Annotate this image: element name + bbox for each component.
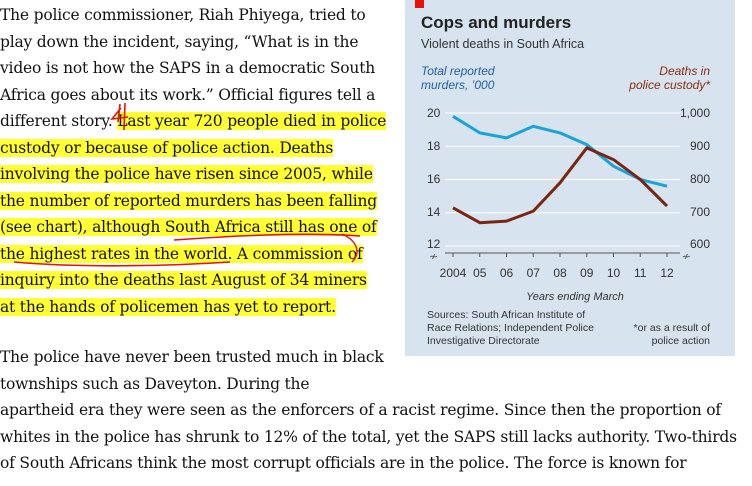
text-line: The police commissioner, Riah Phiyega, t…	[0, 6, 366, 24]
line-plot: 2004 05 06 07 08 09 10 11 12	[440, 112, 680, 280]
text-line: custody or because of police action. Dea…	[0, 135, 400, 162]
text-line: at the hands of policemen has yet to rep…	[0, 294, 400, 321]
text-line: inquiry into the deaths last August of 3…	[0, 267, 400, 294]
text-line: of South Africans think the most corrupt…	[0, 454, 687, 472]
highlighted-text: Last year 720 people died in police	[117, 112, 387, 130]
x-tick-label: 2004	[440, 266, 467, 280]
highlighted-text: (see chart), although South Africa still…	[0, 218, 377, 236]
highlighted-text: involving the police have risen since 20…	[0, 165, 373, 183]
footnote-line: *or as a result of	[633, 322, 710, 334]
text-line: video is not how the SAPS in a democrati…	[0, 59, 376, 77]
text-line: (see chart), although South Africa still…	[0, 214, 400, 241]
x-tick-label: 10	[607, 266, 621, 280]
x-tick-label: 09	[580, 266, 594, 280]
highlighted-text: inquiry into the deaths last August of 3…	[0, 271, 367, 289]
source-line: Race Relations; Independent Police	[427, 322, 594, 334]
text-line: different story. Last year 720 people di…	[0, 108, 400, 135]
x-tick-label: 06	[500, 266, 514, 280]
axis-label-line: police custody*	[629, 78, 710, 92]
chart-footnote: *or as a result of police action	[634, 322, 710, 348]
text-line: Africa goes about its work.” Official fi…	[0, 85, 376, 104]
left-tick-label: 12	[427, 237, 441, 251]
axis-break-mark: ≁	[681, 251, 691, 263]
highlighted-text: custody or because of police action. Dea…	[0, 138, 334, 157]
right-tick-label: 700	[689, 205, 710, 219]
axis-break-mark: ≁	[429, 251, 439, 263]
left-axis-label: Total reported murders, ’000	[421, 64, 495, 92]
text-segment: different story.	[0, 112, 118, 130]
custody-deaths-series-line	[452, 146, 669, 225]
right-axis-label: Deaths in police custody*	[629, 64, 710, 92]
chart-title: Cops and murders	[421, 13, 572, 32]
text-line: whites in the police has shrunk to 12% o…	[0, 427, 737, 446]
text-line: involving the police have risen since 20…	[0, 161, 400, 188]
x-tick-label: 11	[634, 266, 647, 280]
right-tick-label: 900	[689, 139, 710, 153]
axis-label-line: murders, ’000	[421, 78, 495, 92]
left-tick-label: 16	[427, 172, 441, 186]
source-line: Sources: South African Institute of	[427, 309, 586, 321]
article-paragraph-1: The police commissioner, Riah Phiyega, t…	[0, 2, 400, 320]
footnote-line: police action	[651, 335, 710, 347]
x-tick-label: 12	[660, 266, 674, 280]
text-line: townships such as Daveyton. During the	[0, 374, 310, 393]
text-line: the number of reported murders has been …	[0, 188, 400, 215]
chart-source: Sources: South African Institute of Race…	[427, 309, 594, 348]
x-tick-label: 07	[527, 266, 541, 280]
axis-label-line: Total reported	[421, 64, 495, 78]
highlighted-text: at the hands of policemen has yet to rep…	[0, 297, 336, 316]
highlighted-text: the number of reported murders has been …	[0, 191, 378, 210]
left-tick-label: 18	[427, 139, 441, 153]
chart-subtitle: Violent deaths in South Africa	[421, 37, 585, 51]
x-tick-label: 05	[473, 266, 487, 280]
x-tick-label: 08	[553, 266, 567, 280]
article-paragraph-2: The police have never been trusted much …	[0, 344, 752, 477]
left-tick-label: 20	[427, 106, 441, 120]
brand-tag	[415, 0, 424, 8]
text-line: the highest rates in the world. A commis…	[0, 241, 400, 268]
highlighted-text: A commission of	[232, 244, 363, 263]
right-tick-label: 800	[689, 172, 710, 186]
chart-panel: Cops and murders Violent deaths in South…	[405, 0, 735, 356]
right-tick-label: 1,000	[679, 106, 710, 120]
right-tick-label: 600	[689, 237, 710, 251]
text-line: apartheid era they were seen as the enfo…	[0, 401, 721, 419]
text-line: play down the incident, saying, “What is…	[0, 32, 359, 51]
text-line: The police have never been trusted much …	[0, 348, 384, 366]
source-line: Investigative Directorate	[427, 335, 540, 347]
axis-label-line: Deaths in	[659, 64, 710, 78]
x-axis-label: Years ending March	[526, 291, 624, 303]
left-tick-label: 14	[427, 205, 441, 219]
highlighted-text: the highest rates in the world.	[0, 244, 233, 263]
